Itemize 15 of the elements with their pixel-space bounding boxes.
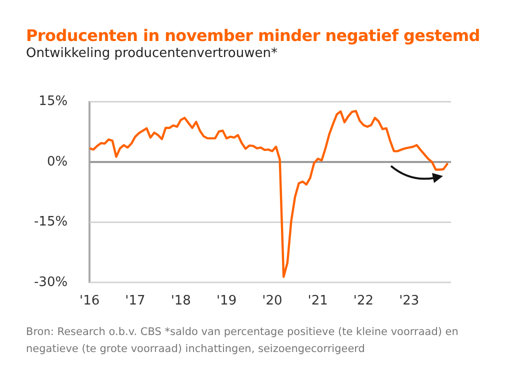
x-tick-label: '16	[80, 294, 100, 309]
x-tick-label: '17	[125, 294, 146, 309]
x-tick-label: '22	[353, 294, 374, 309]
chart-subtitle: Ontwikkeling producentenvertrouwen*	[26, 46, 278, 61]
x-tick-label: '19	[216, 294, 237, 309]
x-tick-label: '20	[262, 294, 282, 309]
text: Bron: Research o.b.v. CBS *saldo van percentage positieve (te kleine voorraad) en negatieve (te grote voorraad) inchattingen, seizoengecorrigeerd	[26, 325, 460, 357]
y-tick-label: -15%	[34, 214, 68, 230]
chart-title: Producenten in november minder negatief gestemd	[26, 26, 480, 45]
y-tick-label: 0%	[46, 154, 68, 170]
x-tick-label: '18	[170, 294, 191, 309]
y-tick-label: -30%	[34, 274, 68, 290]
x-tick-label: '21	[308, 294, 328, 309]
x-tick-label: '23	[399, 294, 420, 309]
y-tick-label: 15%	[38, 94, 68, 110]
